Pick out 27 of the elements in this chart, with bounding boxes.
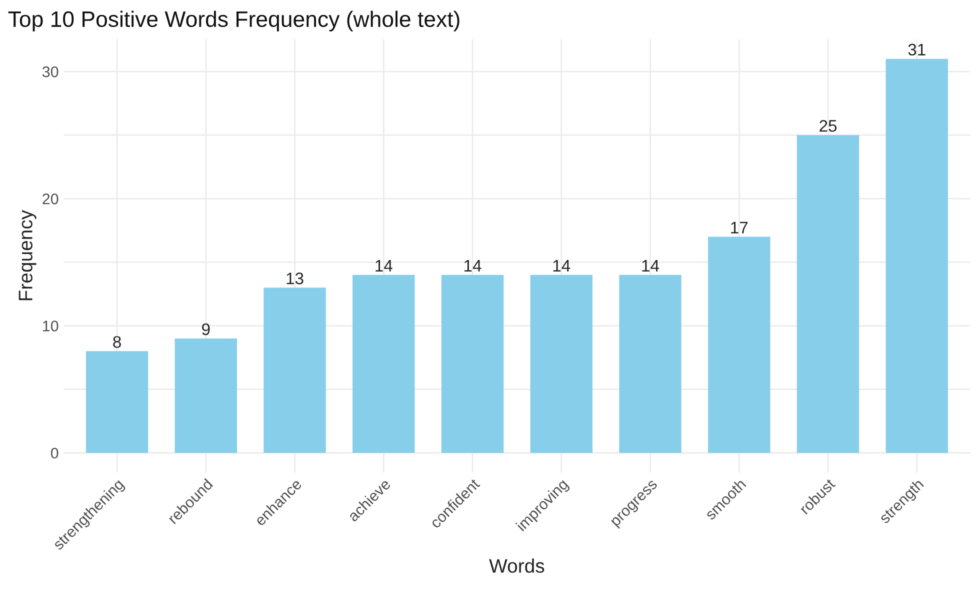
y-tick-label: 20 [42,194,58,204]
data-label: 17 [731,222,748,234]
y-tick-label: 30 [42,66,58,78]
bar [619,274,682,453]
bar [530,274,592,453]
bar [174,338,237,453]
x-axis-title: Words [489,558,544,573]
data-label: 14 [464,260,482,272]
data-label: 14 [553,260,570,272]
bar [708,236,770,453]
data-label: 25 [820,120,837,132]
data-label: 14 [642,260,660,272]
chart-title: Top 10 Positive Words Frequency (whole text) [8,10,460,32]
data-label: 31 [908,44,926,56]
data-label: 8 [113,336,121,348]
bar [886,58,948,453]
data-label: 13 [286,272,304,284]
data-label: 14 [376,260,392,272]
data-label: 9 [202,323,210,336]
bar [441,274,504,453]
y-tick-label: 0 [50,448,58,459]
bar [352,274,415,453]
y-tick-label: 10 [43,320,58,332]
y-axis-title: Frequency [18,210,36,300]
bar [796,135,860,453]
bar [86,351,148,453]
bar [264,288,326,453]
